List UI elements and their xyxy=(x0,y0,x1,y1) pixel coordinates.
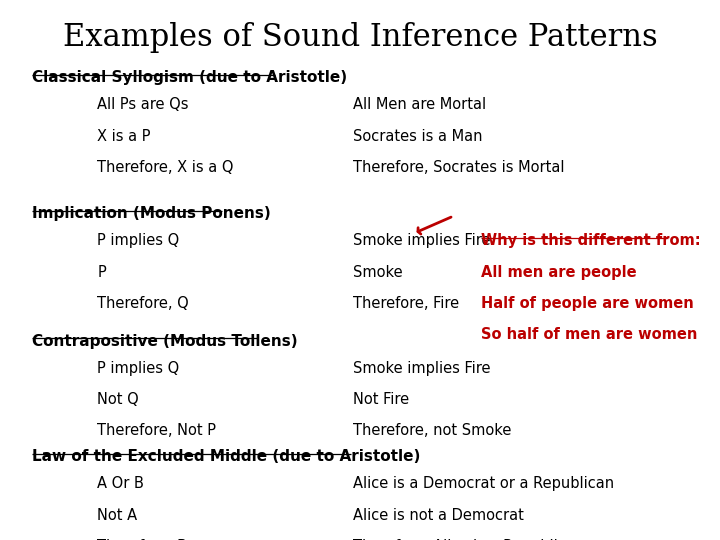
Text: X is a P: X is a P xyxy=(97,129,150,144)
Text: Contrapositive (Modus Tollens): Contrapositive (Modus Tollens) xyxy=(32,334,298,349)
Text: Implication (Modus Ponens): Implication (Modus Ponens) xyxy=(32,206,271,221)
Text: Therefore, X is a Q: Therefore, X is a Q xyxy=(97,160,234,175)
Text: Therefore, Not P: Therefore, Not P xyxy=(97,423,216,438)
Text: Therefore, Socrates is Mortal: Therefore, Socrates is Mortal xyxy=(353,160,564,175)
Text: Therefore, B: Therefore, B xyxy=(97,539,187,540)
Text: Smoke implies Fire: Smoke implies Fire xyxy=(353,361,490,376)
Text: Therefore, Alice is a Republican: Therefore, Alice is a Republican xyxy=(353,539,584,540)
Text: Law of the Excluded Middle (due to Aristotle): Law of the Excluded Middle (due to Arist… xyxy=(32,449,420,464)
Text: Examples of Sound Inference Patterns: Examples of Sound Inference Patterns xyxy=(63,22,657,52)
Text: All Men are Mortal: All Men are Mortal xyxy=(353,97,486,112)
Text: P implies Q: P implies Q xyxy=(97,361,179,376)
Text: Socrates is a Man: Socrates is a Man xyxy=(353,129,482,144)
Text: Alice is a Democrat or a Republican: Alice is a Democrat or a Republican xyxy=(353,476,614,491)
Text: Not Q: Not Q xyxy=(97,392,139,407)
Text: Alice is not a Democrat: Alice is not a Democrat xyxy=(353,508,523,523)
Text: Classical Syllogism (due to Aristotle): Classical Syllogism (due to Aristotle) xyxy=(32,70,348,85)
Text: Not Fire: Not Fire xyxy=(353,392,409,407)
Text: A Or B: A Or B xyxy=(97,476,144,491)
Text: Why is this different from:: Why is this different from: xyxy=(481,233,701,248)
Text: Half of people are women: Half of people are women xyxy=(481,296,693,311)
Text: Not A: Not A xyxy=(97,508,138,523)
Text: Smoke implies Fire: Smoke implies Fire xyxy=(353,233,490,248)
Text: P implies Q: P implies Q xyxy=(97,233,179,248)
Text: Smoke: Smoke xyxy=(353,265,402,280)
Text: P: P xyxy=(97,265,106,280)
Text: Therefore, Fire: Therefore, Fire xyxy=(353,296,459,311)
Text: Therefore, Q: Therefore, Q xyxy=(97,296,189,311)
Text: All men are people: All men are people xyxy=(481,265,636,280)
Text: All Ps are Qs: All Ps are Qs xyxy=(97,97,189,112)
Text: So half of men are women: So half of men are women xyxy=(481,327,698,342)
Text: Therefore, not Smoke: Therefore, not Smoke xyxy=(353,423,511,438)
